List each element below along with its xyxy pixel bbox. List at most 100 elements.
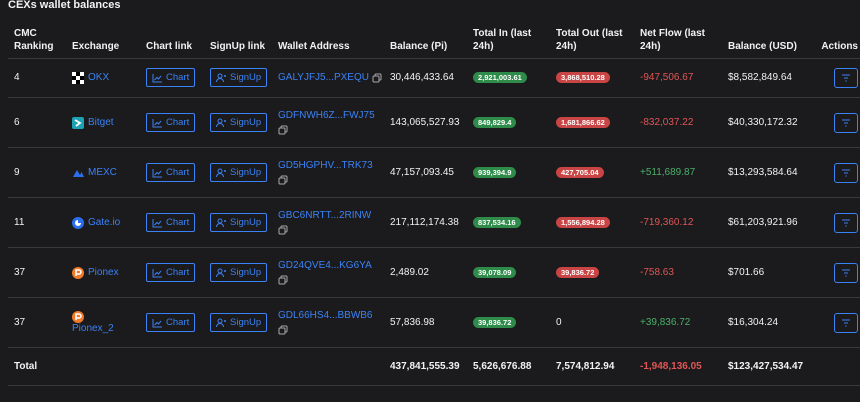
balance-usd-cell: $40,330,172.32 — [728, 98, 814, 147]
filter-button[interactable] — [834, 212, 858, 233]
chart-button[interactable]: Chart — [146, 263, 196, 282]
exchange-logo — [72, 216, 84, 229]
chart-label: Chart — [166, 317, 190, 328]
chart-button[interactable]: Chart — [146, 213, 196, 232]
total-out-badge: 1,556,894.28 — [556, 217, 610, 228]
chart-label: Chart — [166, 267, 190, 278]
balance: 57,836.98 — [390, 317, 435, 328]
exchange-logo — [72, 266, 84, 279]
signup-button[interactable]: SignUp — [210, 313, 268, 332]
rank-cell: 9 — [14, 148, 64, 197]
address-cell: GBC6NRTT...2RINW — [278, 198, 372, 247]
copy-icon[interactable] — [278, 325, 288, 335]
total-in-cell: 5,626,676.88 — [473, 348, 553, 385]
filter-button[interactable] — [834, 262, 858, 283]
balance-usd: $40,330,172.32 — [728, 117, 798, 128]
total-out-badge: 1,681,866.62 — [556, 117, 610, 128]
signup-cell: SignUp — [210, 248, 276, 297]
exchange-logo — [72, 71, 84, 84]
balance-usd-cell: $13,293,584.64 — [728, 148, 814, 197]
chart-button[interactable]: Chart — [146, 163, 196, 182]
wallet-address[interactable]: GALYJFJ5...PXEQU — [278, 72, 369, 83]
exchange-link[interactable]: Bitget — [88, 117, 114, 128]
exchange-link[interactable]: MEXC — [88, 167, 117, 178]
total-out-cell: 39,836.72 — [556, 248, 640, 297]
wallet-address[interactable]: GDFNWH6Z...FWJ75 — [278, 110, 375, 121]
copy-icon[interactable] — [278, 275, 288, 285]
column-header: Net Flow (last 24h) — [640, 26, 726, 58]
chart-button[interactable]: Chart — [146, 113, 196, 132]
exchange-link[interactable]: Gate.io — [88, 217, 121, 228]
balance-usd: $61,203,921.96 — [728, 217, 798, 228]
net-flow-cell: +39,836.72 — [640, 298, 726, 347]
signup-button[interactable]: SignUp — [210, 263, 268, 282]
total-in: 5,626,676.88 — [473, 361, 532, 372]
net-flow: -758.63 — [640, 267, 674, 278]
signup-label: SignUp — [230, 267, 262, 278]
signup-button[interactable]: SignUp — [210, 113, 268, 132]
table-row: 9 MEXC Chart SignUp GD5HGPHV...TRK73 47,157,0… — [8, 148, 860, 198]
wallet-address[interactable]: GD24QVE4...KG6YA — [278, 260, 372, 271]
balance-cell: 30,446,433.64 — [390, 58, 470, 97]
header-text: CMC Ranking — [14, 28, 54, 52]
column-header: Wallet Address — [278, 26, 382, 58]
column-header: Balance (Pi) — [390, 26, 470, 58]
wallet-address[interactable]: GD5HGPHV...TRK73 — [278, 160, 373, 171]
chart-cell: Chart — [146, 298, 206, 347]
address-cell: GDL66HS4...BBWB6 — [278, 298, 372, 347]
wallet-address[interactable]: GDL66HS4...BBWB6 — [278, 310, 373, 321]
signup-button[interactable]: SignUp — [210, 163, 268, 182]
signup-icon — [216, 318, 226, 327]
copy-icon[interactable] — [372, 73, 382, 83]
filter-button[interactable] — [834, 112, 858, 133]
exchange-logo — [72, 311, 84, 323]
chart-button[interactable]: Chart — [146, 68, 196, 87]
exchange-link[interactable]: OKX — [88, 72, 110, 83]
total-in-badge: 939,394.9 — [473, 167, 517, 178]
wallet-address[interactable]: GBC6NRTT...2RINW — [278, 210, 372, 221]
filter-button[interactable] — [834, 162, 858, 183]
balance-usd-cell: $8,582,849.64 — [728, 58, 814, 97]
filter-button[interactable] — [834, 67, 858, 88]
header-text: Balance (USD) — [728, 41, 797, 52]
total-in-badge: 837,534.16 — [473, 217, 521, 228]
balance-cell: 47,157,093.45 — [390, 148, 470, 197]
balance-cell: 143,065,527.93 — [390, 98, 470, 147]
net-flow-cell: -719,360.12 — [640, 198, 726, 247]
balance-cell: 217,112,174.38 — [390, 198, 470, 247]
balance: 143,065,527.93 — [390, 117, 460, 128]
column-header: Total In (last 24h) — [473, 26, 553, 58]
total-balance-cell: 437,841,555.39 — [390, 348, 470, 385]
chart-icon — [152, 118, 162, 127]
header-text: Actions — [821, 41, 858, 52]
chart-icon — [152, 168, 162, 177]
signup-button[interactable]: SignUp — [210, 68, 268, 87]
copy-icon[interactable] — [278, 175, 288, 185]
column-header: Total Out (last 24h) — [556, 26, 640, 58]
header-text: Balance (Pi) — [390, 41, 448, 52]
signup-button[interactable]: SignUp — [210, 213, 268, 232]
total-label: Total — [14, 361, 38, 372]
filter-button[interactable] — [834, 312, 858, 333]
exchange-cell: MEXC — [72, 148, 142, 197]
exchange-link[interactable]: Pionex_2 — [72, 323, 114, 334]
copy-icon[interactable] — [278, 125, 288, 135]
rank-cell: 4 — [14, 58, 64, 97]
exchange-link[interactable]: Pionex — [88, 267, 119, 278]
filter-icon — [842, 269, 850, 276]
chart-button[interactable]: Chart — [146, 313, 196, 332]
exchange-cell: Pionex — [72, 248, 142, 297]
net-flow-cell: +511,689.87 — [640, 148, 726, 197]
total-in-cell: 39,078.09 — [473, 248, 553, 297]
signup-label: SignUp — [230, 72, 262, 83]
total-usd-cell: $123,427,534.47 — [728, 348, 814, 385]
column-header: Balance (USD) — [728, 26, 814, 58]
signup-icon — [216, 218, 226, 227]
exchange-cell: Bitget — [72, 98, 142, 147]
total-out-badge: 3,868,510.28 — [556, 72, 610, 83]
rank: 37 — [14, 267, 26, 278]
copy-icon[interactable] — [278, 225, 288, 235]
actions-cell — [818, 298, 860, 347]
signup-label: SignUp — [230, 217, 262, 228]
chart-cell: Chart — [146, 248, 206, 297]
